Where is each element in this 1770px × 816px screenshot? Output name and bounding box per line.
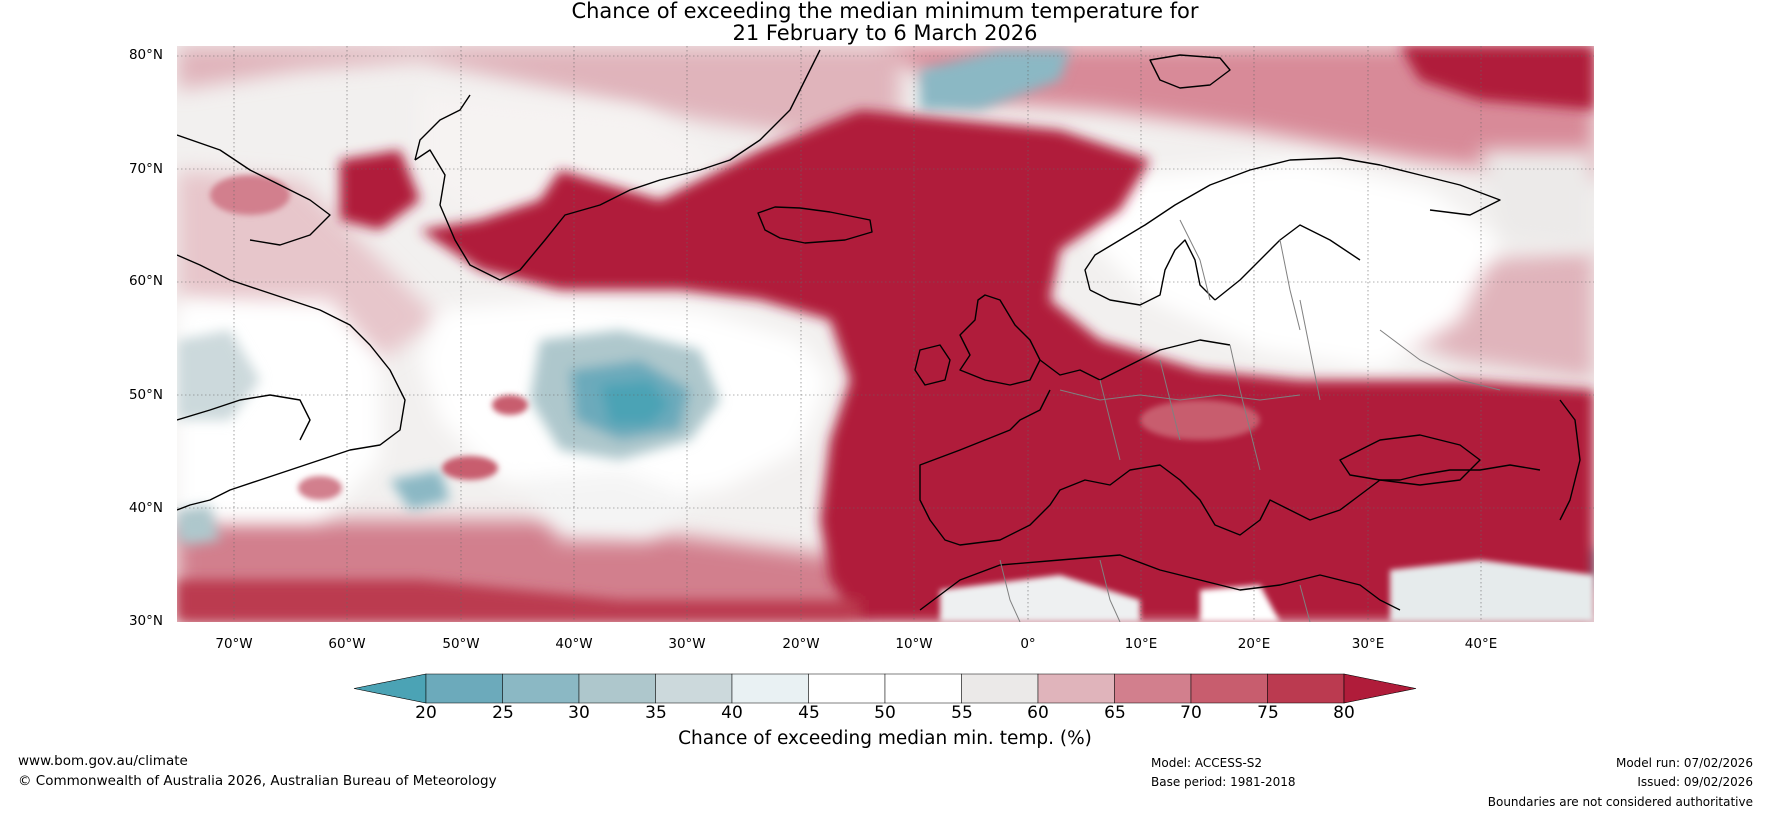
colorbar-segment bbox=[425, 673, 503, 704]
colorbar-tick-70: 70 bbox=[1180, 703, 1202, 723]
colorbar-tick-20: 20 bbox=[415, 703, 437, 723]
lon-label-60w: 60°W bbox=[328, 636, 366, 652]
colorbar-segment bbox=[1037, 673, 1115, 704]
colorbar-tick-65: 65 bbox=[1104, 703, 1126, 723]
colorbar-segment bbox=[1114, 673, 1192, 704]
colorbar-tick-80: 80 bbox=[1333, 703, 1355, 723]
lon-label-40e: 40°E bbox=[1464, 636, 1498, 652]
colorbar-tick-35: 35 bbox=[645, 703, 667, 723]
colorbar-tick-75: 75 bbox=[1257, 703, 1279, 723]
lat-label-80n: 80°N bbox=[128, 47, 163, 63]
lat-label-60n: 60°N bbox=[128, 273, 163, 289]
footer-model-run: Model run: 07/02/2026 bbox=[1615, 756, 1753, 770]
footer-copyright: © Commonwealth of Australia 2026, Austra… bbox=[18, 773, 497, 789]
colorbar-segment bbox=[808, 673, 886, 704]
colorbar-segment bbox=[961, 673, 1039, 704]
lon-label-20w: 20°W bbox=[782, 636, 820, 652]
lon-label-70w: 70°W bbox=[215, 636, 253, 652]
lon-label-30w: 30°W bbox=[668, 636, 706, 652]
colorbar-segment bbox=[502, 673, 580, 704]
graticule bbox=[177, 46, 1594, 622]
lat-label-70n: 70°N bbox=[128, 161, 163, 177]
lat-label-50n: 50°N bbox=[128, 387, 163, 403]
blue-regions bbox=[177, 50, 1594, 590]
map-title-line-2: 21 February to 6 March 2026 bbox=[732, 21, 1038, 45]
country-borders bbox=[999, 219, 1501, 622]
lon-label-10w: 10°W bbox=[895, 636, 933, 652]
colorbar bbox=[353, 673, 1417, 704]
lon-label-40w: 40°W bbox=[555, 636, 593, 652]
colorbar-tick-25: 25 bbox=[492, 703, 514, 723]
footer-disclaimer: Boundaries are not considered authoritat… bbox=[1487, 795, 1753, 809]
colorbar-tick-40: 40 bbox=[721, 703, 743, 723]
footer-base-period: Base period: 1981-2018 bbox=[1151, 775, 1296, 789]
africa-neutral bbox=[940, 560, 1594, 622]
colorbar-tick-55: 55 bbox=[951, 703, 973, 723]
footer-website: www.bom.gov.au/climate bbox=[18, 753, 188, 769]
map-title-line-1: Chance of exceeding the median minimum t… bbox=[571, 0, 1199, 23]
colorbar-arrow-low bbox=[353, 673, 427, 704]
colorbar-segment bbox=[884, 673, 962, 704]
footer-model: Model: ACCESS-S2 bbox=[1151, 756, 1263, 770]
lat-label-30n: 30°N bbox=[128, 613, 163, 629]
colorbar-segment bbox=[1267, 673, 1345, 704]
probability-field bbox=[177, 46, 1594, 622]
colorbar-segment bbox=[1190, 673, 1268, 704]
colorbar-tick-60: 60 bbox=[1027, 703, 1049, 723]
colorbar-tick-30: 30 bbox=[568, 703, 590, 723]
red-regions bbox=[177, 46, 1594, 622]
lat-label-40n: 40°N bbox=[128, 500, 163, 516]
lon-label-10e: 10°E bbox=[1124, 636, 1158, 652]
red-patches bbox=[210, 175, 1260, 500]
colorbar-tick-45: 45 bbox=[798, 703, 820, 723]
colorbar-tick-50: 50 bbox=[874, 703, 896, 723]
lon-label-20e: 20°E bbox=[1237, 636, 1271, 652]
lon-label-0: 0° bbox=[1020, 636, 1036, 652]
coastlines bbox=[177, 49, 1581, 611]
colorbar-segment bbox=[731, 673, 809, 704]
lon-label-50w: 50°W bbox=[442, 636, 480, 652]
lon-label-30e: 30°E bbox=[1351, 636, 1385, 652]
colorbar-segment bbox=[578, 673, 656, 704]
colorbar-segment bbox=[655, 673, 733, 704]
footer-issued: Issued: 09/02/2026 bbox=[1637, 775, 1753, 789]
colorbar-arrow-high bbox=[1343, 673, 1417, 704]
colorbar-label: Chance of exceeding median min. temp. (%… bbox=[678, 728, 1092, 749]
